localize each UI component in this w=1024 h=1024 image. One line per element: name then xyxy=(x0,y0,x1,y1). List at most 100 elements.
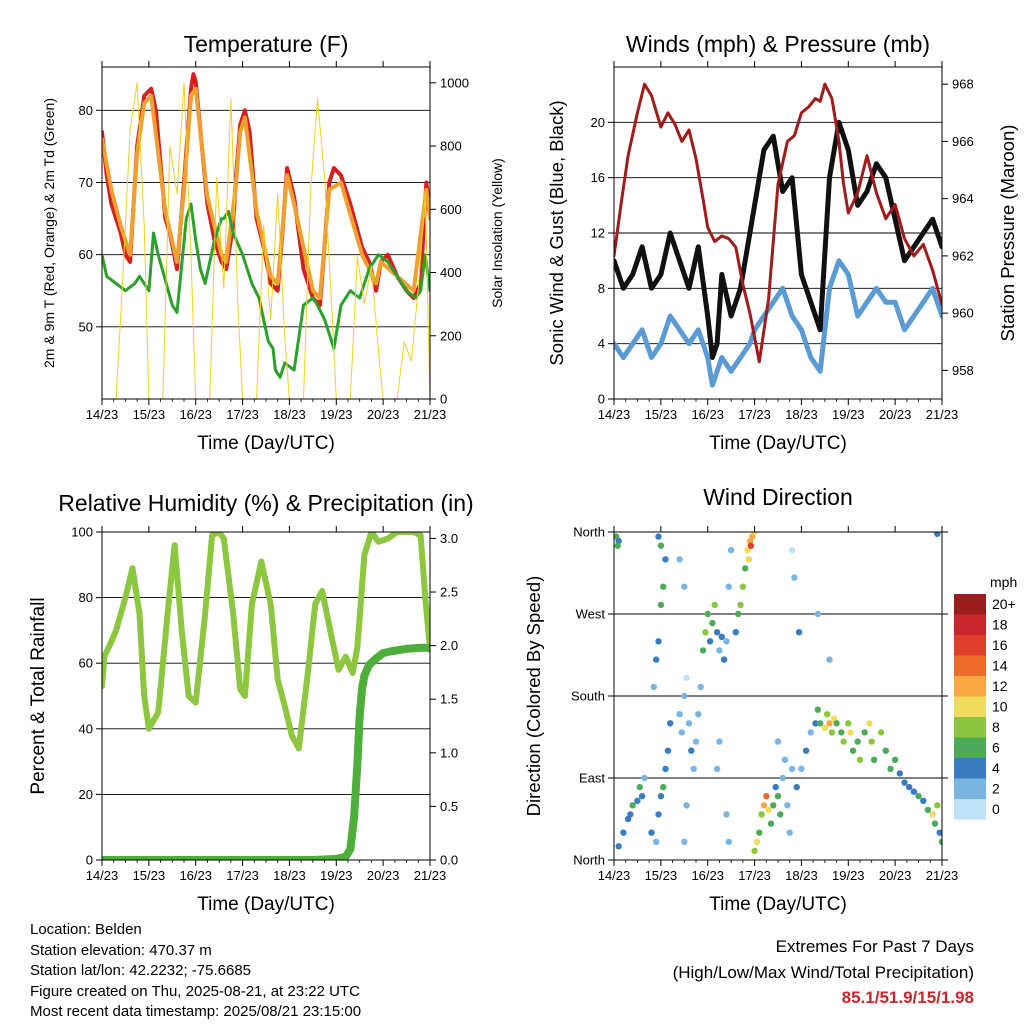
direction-point xyxy=(828,729,836,736)
direction-point xyxy=(662,765,669,773)
direction-point xyxy=(655,638,662,645)
direction-point xyxy=(660,783,667,791)
direction-point xyxy=(702,629,709,636)
direction-point xyxy=(814,610,821,618)
direction-point xyxy=(788,765,796,773)
x-tick-label: 16/23 xyxy=(691,868,724,883)
x-tick-label: 17/23 xyxy=(738,407,771,422)
plot-area xyxy=(614,82,942,388)
y-axis-label: Sonic Wind & Gust (Blue, Black) xyxy=(546,100,567,365)
direction-point xyxy=(758,811,765,818)
direction-point xyxy=(774,793,782,800)
humidity-precip-chart: Relative Humidity (%) & Precipitation (i… xyxy=(28,490,474,915)
direction-point xyxy=(938,838,942,845)
y-tick-label: South xyxy=(571,689,605,704)
direction-point xyxy=(745,556,753,563)
colorbar-label: 10 xyxy=(992,699,1008,715)
x-tick-label: 21/23 xyxy=(414,407,447,422)
x-tick-label: 20/23 xyxy=(879,407,912,422)
direction-point xyxy=(737,601,744,609)
direction-point xyxy=(704,610,711,618)
speed-colorbar: mph 20+ 18 16 14 12 10 8 6 4 2 0 xyxy=(954,574,1017,820)
y-tick-label: 0 xyxy=(86,853,93,868)
x-tick-label: 21/23 xyxy=(414,868,447,883)
direction-point xyxy=(845,720,852,727)
y-tick-label: 4 xyxy=(598,336,605,351)
colorbar-label: 0 xyxy=(992,801,1000,817)
y-tick-label: 60 xyxy=(79,656,93,671)
colorbar-label: 6 xyxy=(992,740,1000,756)
colorbar-swatch xyxy=(954,717,986,738)
x-tick-label: 14/23 xyxy=(598,868,631,883)
direction-point xyxy=(906,783,913,791)
x-tick-label: 19/23 xyxy=(320,407,353,422)
temperature-chart: Temperature (F) 14/23 15/23 16/23 17/23 18/23… xyxy=(41,31,505,454)
extremes-panel: Extremes For Past 7 Days (High/Low/Max W… xyxy=(673,934,974,1011)
direction-point xyxy=(688,747,695,754)
direction-point xyxy=(779,774,786,782)
direction-point xyxy=(681,583,688,590)
direction-point xyxy=(788,547,796,554)
direction-point xyxy=(929,811,936,818)
direction-point xyxy=(924,806,932,814)
direction-point xyxy=(718,633,725,640)
direction-point xyxy=(817,720,824,727)
plot-area xyxy=(614,532,942,855)
direction-point xyxy=(655,811,662,818)
y2-axis-label: Solar Insolation (Yellow) xyxy=(489,158,505,308)
y2-tick-label: 400 xyxy=(440,265,462,280)
chart-title: Relative Humidity (%) & Precipitation (i… xyxy=(58,490,473,516)
x-tick-label: 19/23 xyxy=(320,868,353,883)
colorbar-swatch xyxy=(954,758,986,779)
direction-point xyxy=(753,838,761,845)
direction-point xyxy=(891,756,899,763)
recent-text: Most recent data timestamp: 2025/08/21 2… xyxy=(30,1003,362,1020)
y-tick-label: 16 xyxy=(591,170,605,185)
direction-point xyxy=(697,683,704,691)
x-tick-label: 16/23 xyxy=(691,407,724,422)
direction-point xyxy=(814,706,821,713)
x-tick-label: 14/23 xyxy=(598,407,631,422)
direction-point xyxy=(638,793,646,800)
direction-point xyxy=(683,802,690,809)
location-text: Location: Belden xyxy=(30,921,142,938)
colorbar-swatch xyxy=(954,696,986,717)
x-tick-label: 17/23 xyxy=(226,407,259,422)
direction-point xyxy=(847,729,854,736)
direction-point xyxy=(826,656,833,663)
y2-tick-label: 1.0 xyxy=(440,745,458,760)
direction-point xyxy=(648,829,655,836)
direction-point xyxy=(657,793,665,800)
direction-point xyxy=(653,838,660,845)
y2-tick-label: 3.0 xyxy=(440,531,458,546)
direction-point xyxy=(868,738,875,745)
extremes-title: Extremes For Past 7 Days xyxy=(775,937,974,956)
x-axis-label: Time (Day/UTC) xyxy=(197,894,335,915)
y-tick-label: 12 xyxy=(591,226,605,241)
direction-point xyxy=(695,711,702,718)
y-axis-label: 2m & 9m T (Red, Orange) & 2m Td (Green) xyxy=(41,98,57,368)
direction-point xyxy=(706,638,714,645)
x-tick-label: 20/23 xyxy=(367,868,400,883)
y-tick-label: 80 xyxy=(79,590,93,605)
colorbar-label: 2 xyxy=(992,781,1000,797)
direction-point xyxy=(627,811,634,818)
series-line-2 xyxy=(614,82,942,364)
y-tick-label: 0 xyxy=(598,392,605,407)
direction-point xyxy=(615,843,622,850)
x-tick-label: 15/23 xyxy=(645,407,678,422)
direction-point xyxy=(781,756,789,763)
direction-point xyxy=(655,533,662,540)
colorbar-label: 20+ xyxy=(992,596,1016,612)
x-tick-label: 15/23 xyxy=(133,868,166,883)
colorbar-label: 8 xyxy=(992,719,1000,735)
series-line-3 xyxy=(115,82,430,399)
series-line-1 xyxy=(102,643,430,860)
x-tick-label: 14/23 xyxy=(86,868,119,883)
winds-pressure-chart: Winds (mph) & Pressure (mb) 14/23 15/23 16/… xyxy=(546,31,1018,454)
direction-point xyxy=(802,747,810,754)
station-info: Location: Belden Station elevation: 470.… xyxy=(30,920,361,1023)
colorbar-swatch xyxy=(954,799,986,820)
series-line-2 xyxy=(102,202,430,379)
